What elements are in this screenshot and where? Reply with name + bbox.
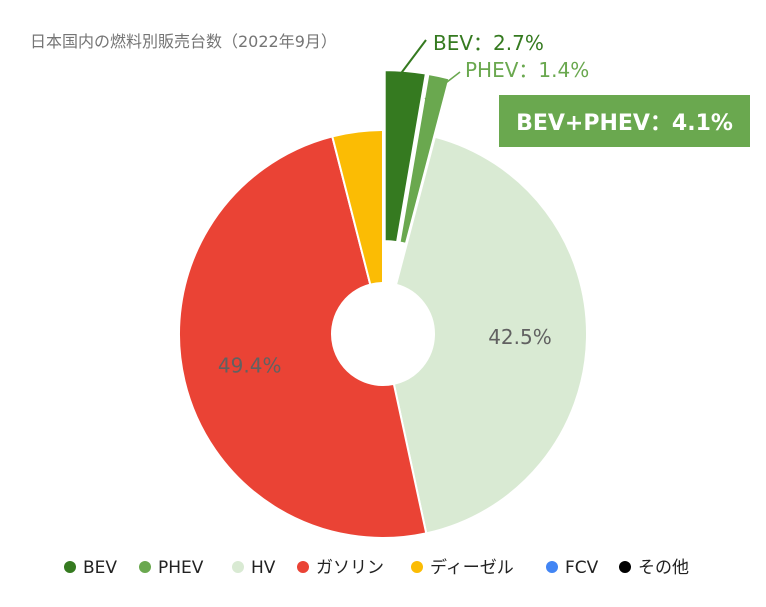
legend-marker-diesel — [411, 561, 423, 573]
slice-diesel — [331, 128, 384, 286]
bev-phev-badge-text: BEV+PHEV：4.1% — [516, 111, 733, 136]
legend-label-bev: BEV — [83, 558, 117, 578]
legend-label-other: その他 — [638, 558, 689, 578]
legend-marker-gasoline — [297, 561, 309, 573]
callout-line-phev — [424, 71, 461, 100]
callout-line-bev — [398, 39, 427, 77]
legend-marker-phev — [139, 561, 151, 573]
legend-marker-hv — [232, 561, 244, 573]
slice-label-hv: 42.5% — [488, 325, 552, 349]
slice-hv — [392, 135, 588, 535]
legend: BEV PHEV HV ガソリン ディーゼル FCV その他 — [64, 557, 689, 578]
callout-bev: BEV：2.7% — [433, 31, 544, 55]
legend-label-gasoline: ガソリン — [316, 558, 384, 578]
slice-label-gasoline: 49.4% — [218, 354, 282, 378]
legend-label-hv: HV — [251, 558, 276, 578]
slice-gasoline — [177, 135, 428, 539]
pie-slices — [177, 69, 588, 539]
legend-marker-fcv — [546, 561, 558, 573]
bev-phev-badge — [499, 95, 750, 147]
slice-bev — [383, 69, 428, 244]
legend-label-fcv: FCV — [565, 558, 599, 578]
callout-phev: PHEV：1.4% — [465, 58, 589, 82]
chart-title: 日本国内の燃料別販売台数（2022年9月） — [30, 32, 337, 51]
legend-label-phev: PHEV — [158, 558, 204, 578]
legend-marker-bev — [64, 561, 76, 573]
legend-label-diesel: ディーゼル — [430, 557, 514, 578]
legend-marker-other — [619, 561, 631, 573]
pie-slice-labels: 42.5% 49.4% — [218, 325, 552, 378]
